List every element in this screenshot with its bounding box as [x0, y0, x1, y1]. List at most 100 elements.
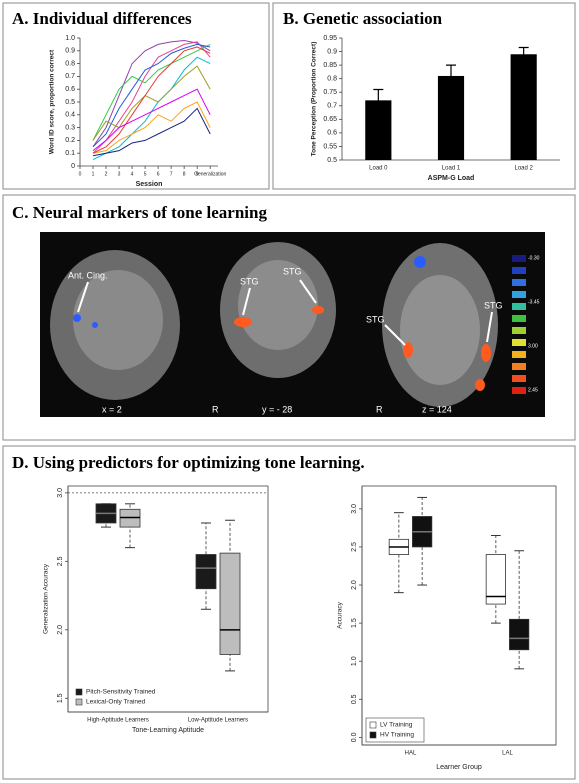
y-tick-label: 0.7: [65, 73, 75, 80]
y-tick-label: 0.9: [65, 48, 75, 55]
y-axis-label: Accuracy: [337, 601, 344, 628]
colorbar-swatch: [512, 291, 526, 298]
series-line: [93, 44, 210, 146]
y-tick-label: 0.5: [351, 694, 358, 704]
x-tick-label: Low-Aptitude Learners: [188, 718, 248, 724]
region-label: STG: [366, 314, 385, 324]
side-label: R: [212, 404, 219, 414]
y-axis-label: Tone Perception (Proportion Correct): [311, 42, 318, 157]
x-tick-label: HAL: [405, 751, 417, 757]
colorbar-swatch: [512, 279, 526, 286]
panel-title: D. Using predictors for optimizing tone …: [12, 453, 365, 472]
y-tick-label: 1.5: [351, 618, 358, 628]
slice-coordinate: x = 2: [102, 404, 122, 414]
legend-swatch: [370, 722, 376, 728]
colorbar-swatch: [512, 387, 526, 394]
series-line: [93, 66, 210, 140]
colorbar-swatch: [512, 255, 526, 262]
slice-coordinate: z = 124: [422, 404, 452, 414]
legend-label: Pitch-Sensitivity Trained: [86, 689, 156, 696]
legend-label: Lexical-Only Trained: [86, 699, 146, 706]
colorbar-swatch: [512, 267, 526, 274]
x-tick-label: 4: [131, 171, 134, 177]
x-tick-label: Generalization: [194, 171, 226, 177]
panel-d-frame: [3, 446, 575, 779]
y-tick-label: 0.5: [327, 157, 337, 164]
y-tick-label: 0.95: [323, 35, 337, 42]
region-label: STG: [484, 300, 503, 310]
activation: [312, 306, 324, 314]
y-tick-label: 2.5: [351, 542, 358, 552]
axial-inner: [400, 275, 480, 385]
legend-label: LV Training: [380, 722, 413, 729]
y-tick-label: 0.85: [323, 62, 337, 69]
x-tick-label: LAL: [502, 751, 513, 757]
box: [509, 619, 528, 649]
y-tick-label: 0.2: [65, 137, 75, 144]
x-tick-label: 0: [79, 171, 82, 177]
colorbar-label: -0.30: [528, 255, 540, 261]
bar: [438, 76, 464, 160]
activation: [92, 322, 98, 328]
y-tick-label: 1.0: [351, 656, 358, 666]
plot-frame: [362, 486, 556, 745]
y-axis-label: Generalization Accuracy: [43, 563, 50, 634]
y-tick-label: 0.8: [327, 76, 337, 83]
activation: [234, 317, 252, 327]
panel-a-frame: [3, 3, 269, 189]
x-tick-label: 8: [183, 171, 186, 177]
legend-swatch: [370, 732, 376, 738]
activation: [414, 256, 426, 268]
y-tick-label: 1.0: [65, 35, 75, 42]
y-axis-label: Word ID score, proportion correct: [49, 49, 56, 154]
series-line: [93, 41, 210, 147]
x-tick-label: High-Aptitude Learners: [87, 718, 149, 724]
panel-title: B. Genetic association: [283, 9, 443, 28]
x-tick-label: Load 1: [442, 166, 461, 172]
y-tick-label: 0.4: [65, 112, 75, 119]
series-line: [93, 102, 210, 153]
y-tick-label: 0.0: [351, 732, 358, 742]
coronal-inner: [238, 260, 318, 350]
region-label: STG: [240, 276, 259, 286]
y-tick-label: 0.5: [65, 99, 75, 106]
brain-images: Ant. Cing. STG STG STG STG x = 2 R y = -…: [40, 232, 545, 417]
x-tick-label: 7: [170, 171, 173, 177]
activation: [475, 379, 485, 391]
legend-label: HV Training: [380, 732, 414, 739]
y-tick-label: 2.0: [57, 625, 64, 635]
figure: A. Individual differences B. Genetic ass…: [0, 0, 579, 783]
legend-swatch: [76, 699, 82, 705]
colorbar-swatch: [512, 303, 526, 310]
y-tick-label: 0.1: [65, 150, 75, 157]
series-line: [93, 57, 210, 159]
box: [220, 553, 240, 654]
box: [196, 554, 216, 588]
x-tick-label: 6: [157, 171, 160, 177]
x-tick-label: Load 2: [514, 166, 533, 172]
y-tick-label: 0.3: [65, 124, 75, 131]
colorbar-swatch: [512, 375, 526, 382]
y-tick-label: 0.8: [65, 60, 75, 67]
y-tick-label: 0.7: [327, 103, 337, 110]
y-tick-label: 0: [71, 163, 75, 170]
legend-swatch: [76, 689, 82, 695]
x-axis-label: Learner Group: [436, 764, 482, 771]
y-tick-label: 2.0: [351, 580, 358, 590]
y-tick-label: 0.55: [323, 143, 337, 150]
x-tick-label: Load 0: [369, 166, 388, 172]
activation: [481, 344, 491, 362]
colorbar-label: -3.45: [528, 299, 540, 305]
y-tick-label: 0.65: [323, 116, 337, 123]
colorbar-swatch: [512, 351, 526, 358]
x-axis-label: ASPM-G Load: [428, 175, 475, 182]
y-tick-label: 0.6: [327, 130, 337, 137]
y-tick-label: 2.5: [57, 556, 64, 566]
colorbar-swatch: [512, 363, 526, 370]
x-axis-label: Tone-Learning Aptitude: [132, 727, 204, 734]
y-tick-label: 0.9: [327, 48, 337, 55]
x-tick-label: 2: [105, 171, 108, 177]
y-tick-label: 0.6: [65, 86, 75, 93]
x-axis-label: Session: [136, 181, 163, 188]
region-label: Ant. Cing.: [68, 270, 108, 280]
